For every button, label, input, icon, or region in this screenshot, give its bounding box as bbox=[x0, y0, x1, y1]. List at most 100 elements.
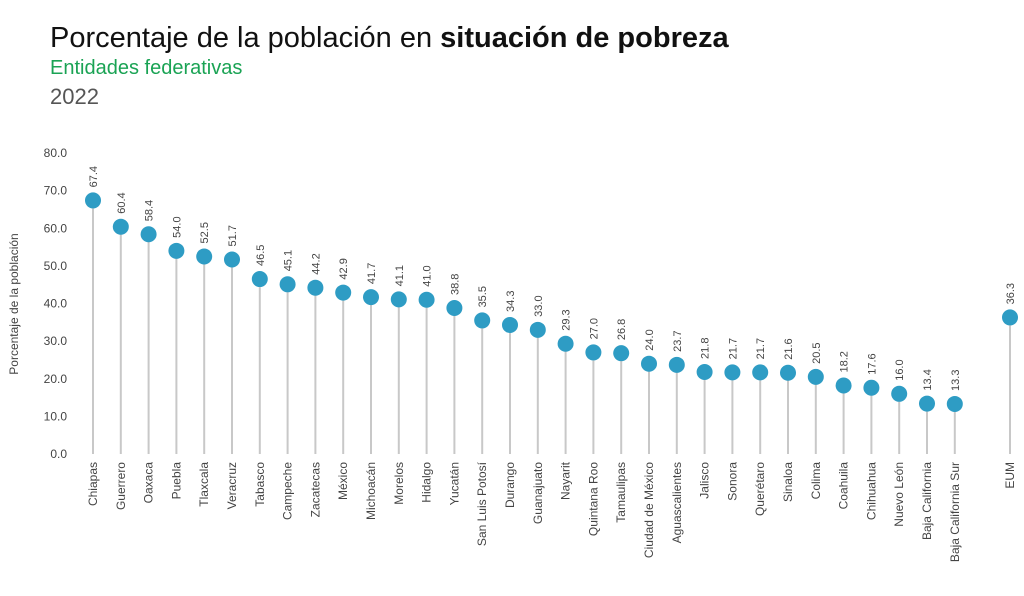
value-label: 36.3 bbox=[1005, 283, 1017, 304]
category-label: Baja California Sur bbox=[948, 462, 962, 562]
value-label: 21.6 bbox=[783, 338, 795, 359]
data-marks: 67.4 Chiapas 60.4 Guerrero 58.4 Oaxaca 54.0 Pue… bbox=[85, 166, 1018, 562]
value-label: 23.7 bbox=[672, 330, 684, 351]
value-label: 35.5 bbox=[477, 286, 489, 307]
value-label: 38.8 bbox=[449, 274, 461, 295]
data-point bbox=[529, 321, 546, 338]
y-tick-label: 40.0 bbox=[44, 297, 68, 311]
data-point bbox=[140, 226, 157, 243]
y-tick-label: 10.0 bbox=[44, 409, 68, 423]
category-label: Tamaulipas bbox=[614, 462, 628, 523]
category-label: Michoacán bbox=[364, 462, 378, 520]
value-label: 24.0 bbox=[644, 329, 656, 350]
data-point bbox=[863, 379, 880, 396]
chart-title-normal: Porcentaje de la población en bbox=[50, 22, 441, 54]
category-label: Yucatán bbox=[447, 462, 461, 505]
value-label: 20.5 bbox=[811, 342, 823, 363]
category-label: Chiapas bbox=[86, 462, 100, 506]
category-label: San Luis Potosí bbox=[475, 461, 489, 546]
value-label: 13.4 bbox=[922, 369, 934, 390]
value-label: 29.3 bbox=[561, 309, 573, 330]
category-label: Querétaro bbox=[753, 462, 767, 516]
category-label: Tabasco bbox=[253, 462, 267, 507]
category-label: EUM bbox=[1003, 462, 1017, 489]
category-label: Ciudad de México bbox=[642, 462, 656, 558]
data-point bbox=[585, 344, 602, 361]
category-label: Campeche bbox=[281, 462, 295, 520]
data-point bbox=[112, 218, 129, 235]
data-point bbox=[307, 279, 324, 296]
y-tick-label: 70.0 bbox=[44, 184, 68, 198]
category-label: Tlaxcala bbox=[197, 462, 211, 507]
category-label: Baja California bbox=[920, 462, 934, 540]
value-label: 21.7 bbox=[727, 338, 739, 359]
data-point bbox=[363, 289, 379, 306]
data-point bbox=[724, 364, 741, 381]
category-label: Hidalgo bbox=[420, 462, 434, 503]
chart-title-bold: situación de pobreza bbox=[440, 22, 729, 54]
data-point bbox=[224, 251, 240, 268]
category-label: Puebla bbox=[169, 462, 183, 500]
value-label: 26.8 bbox=[616, 319, 628, 340]
category-label: Veracruz bbox=[225, 462, 239, 509]
y-tick-label: 80.0 bbox=[44, 146, 68, 160]
value-label: 41.7 bbox=[366, 263, 378, 284]
category-label: Nayarit bbox=[559, 461, 573, 500]
data-point bbox=[835, 377, 852, 394]
data-point bbox=[780, 364, 796, 381]
value-label: 41.0 bbox=[422, 265, 434, 286]
value-label: 44.2 bbox=[310, 253, 322, 274]
category-label: Zacatecas bbox=[308, 462, 322, 517]
y-axis: 0.0 10.0 20.0 30.0 40.0 50.0 60.0 70.0 80.0 bbox=[44, 146, 68, 461]
data-point bbox=[1002, 309, 1018, 326]
value-label: 42.9 bbox=[338, 258, 350, 279]
data-point bbox=[279, 276, 296, 293]
data-point bbox=[502, 316, 518, 333]
value-label: 54.0 bbox=[171, 216, 183, 237]
data-point bbox=[752, 364, 769, 381]
category-label: Sonora bbox=[725, 462, 739, 501]
category-label: Durango bbox=[503, 462, 517, 508]
data-point bbox=[919, 395, 935, 412]
chart-subtitle: Entidades federativas bbox=[50, 57, 243, 79]
data-point bbox=[557, 335, 574, 352]
data-point bbox=[641, 355, 657, 372]
data-point bbox=[946, 395, 963, 412]
y-tick-label: 50.0 bbox=[44, 259, 68, 273]
y-axis-label: Porcentaje de la población bbox=[7, 233, 21, 374]
category-label: Sinaloa bbox=[781, 462, 795, 502]
value-label: 45.1 bbox=[283, 250, 295, 271]
category-label: Guanajuato bbox=[531, 462, 545, 524]
data-point bbox=[251, 271, 268, 288]
category-label: Guerrero bbox=[114, 462, 128, 510]
value-label: 16.0 bbox=[894, 359, 906, 380]
data-point bbox=[668, 356, 685, 373]
data-point bbox=[418, 291, 435, 308]
data-point bbox=[168, 242, 185, 259]
chart-header: Porcentaje de la población en situación … bbox=[50, 20, 729, 114]
y-tick-label: 0.0 bbox=[50, 447, 67, 461]
category-label: Morelos bbox=[392, 462, 406, 505]
value-label: 67.4 bbox=[88, 166, 100, 187]
category-label: México bbox=[336, 462, 350, 500]
value-label: 21.8 bbox=[700, 338, 712, 359]
value-label: 21.7 bbox=[755, 338, 767, 359]
data-point bbox=[446, 300, 463, 317]
value-label: 34.3 bbox=[505, 291, 517, 312]
data-point bbox=[335, 284, 352, 301]
value-label: 60.4 bbox=[116, 192, 128, 213]
y-tick-label: 20.0 bbox=[44, 372, 68, 386]
value-label: 33.0 bbox=[533, 295, 545, 316]
value-label: 51.7 bbox=[227, 225, 239, 246]
value-label: 58.4 bbox=[144, 200, 156, 221]
value-label: 41.1 bbox=[394, 265, 406, 286]
data-point bbox=[196, 248, 213, 265]
category-label: Chihuahua bbox=[864, 462, 878, 520]
category-label: Aguascalientes bbox=[670, 462, 684, 543]
y-tick-label: 60.0 bbox=[44, 221, 68, 235]
category-label: Coahuila bbox=[837, 462, 851, 510]
data-point bbox=[85, 192, 101, 209]
value-label: 27.0 bbox=[588, 318, 600, 339]
value-label: 13.3 bbox=[950, 370, 962, 391]
